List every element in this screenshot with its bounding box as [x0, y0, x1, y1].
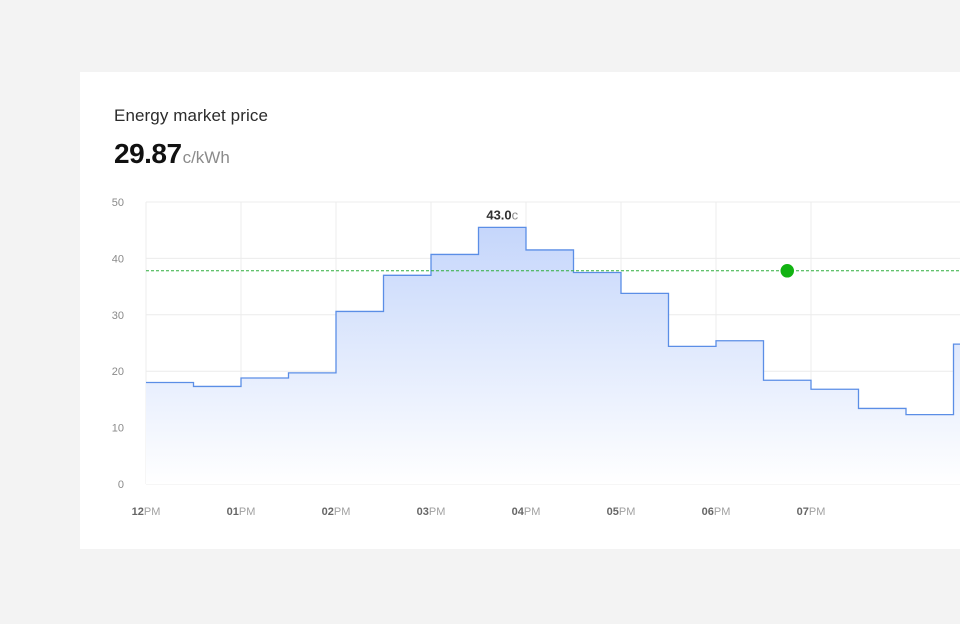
x-tick-label: 06PM — [702, 506, 731, 518]
price-chart[interactable]: 0 10 20 30 40 50 12PM 01PM 02PM 03PM 04PM 05PM 06PM 0… — [80, 72, 960, 549]
current-price-value: 29.87 — [114, 138, 182, 169]
y-tick-label: 20 — [112, 366, 124, 378]
x-tick-label: 07PM — [797, 506, 826, 518]
price-line — [146, 226, 960, 416]
y-tick-label: 0 — [118, 479, 124, 491]
x-tick-label: 12PM — [132, 506, 161, 518]
price-area — [146, 227, 960, 484]
current-price-unit: c/kWh — [182, 148, 230, 167]
price-card: Energy market price 29.87c/kWh 0 10 20 30 40… — [80, 72, 960, 549]
y-tick-label: 30 — [112, 310, 124, 322]
x-tick-label: 01PM — [227, 506, 256, 518]
x-tick-label: 03PM — [417, 506, 446, 518]
x-tick-label: 02PM — [322, 506, 351, 518]
card-title: Energy market price — [114, 106, 269, 125]
current-price-marker — [779, 262, 796, 280]
x-tick-label: 05PM — [607, 506, 636, 518]
y-tick-label: 50 — [112, 197, 124, 209]
peak-label: 43.0c — [486, 207, 518, 222]
y-tick-label: 40 — [112, 253, 124, 265]
y-tick-label: 10 — [112, 423, 124, 435]
x-tick-label: 04PM — [512, 506, 541, 518]
current-price: 29.87c/kWh — [114, 138, 230, 170]
